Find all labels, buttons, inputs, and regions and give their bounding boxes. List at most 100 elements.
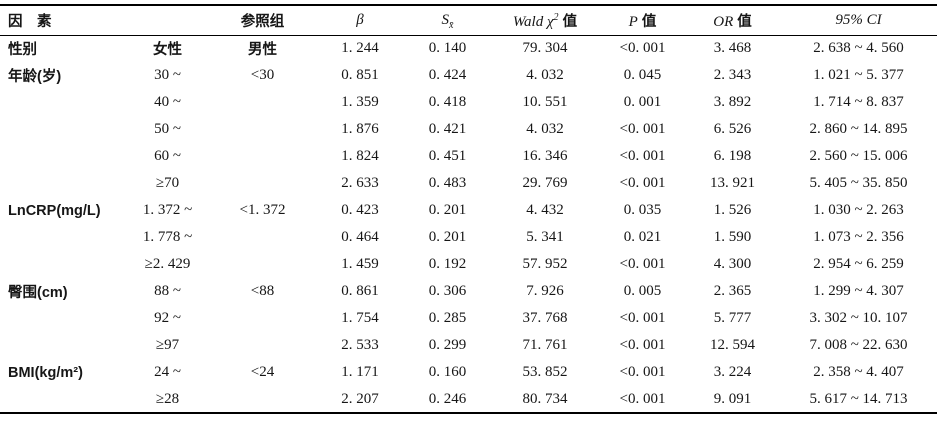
cell-beta: 0. 464	[341, 229, 379, 245]
cell-factor	[0, 305, 125, 332]
cell-reference	[210, 224, 315, 251]
col-header-p: P 值	[600, 5, 685, 36]
cell-ci: 1. 299 ~ 4. 307	[813, 283, 904, 299]
cell-or: 13. 921	[710, 175, 755, 191]
cell-factor: BMI(kg/m²)	[8, 364, 83, 381]
cell-wald: 80. 734	[522, 390, 568, 407]
cell-p: <0. 001	[619, 121, 666, 137]
table-header: 因 素 参照组 β Sx̄ Wald χ2 值 P 值 OR 值 95% CI	[0, 5, 937, 36]
cell-p: <0. 001	[619, 364, 666, 380]
cell-reference	[210, 332, 315, 359]
cell-wald: 5. 341	[526, 229, 564, 245]
cell-p: <0. 001	[619, 175, 666, 191]
cell-ci: 1. 030 ~ 2. 263	[813, 202, 904, 218]
cell-beta: 1. 171	[341, 364, 379, 380]
cell-factor	[0, 116, 125, 143]
wald-header-label: Wald χ	[512, 13, 554, 30]
cell-or: 3. 224	[713, 364, 752, 380]
cell-category: 40 ~	[154, 94, 181, 110]
ci-header-label: 95% CI	[835, 11, 882, 28]
cell-p: <0. 001	[619, 390, 666, 407]
cell-p: <0. 001	[619, 148, 666, 164]
table-row: ≥28 2. 207 0. 246 80. 734 <0. 001 9. 091…	[0, 386, 937, 413]
table-row: 性别 女性 男性 1. 244 0. 140 79. 304 <0. 001 3…	[0, 35, 937, 62]
table-row: 92 ~ 1. 754 0. 285 37. 768 <0. 001 5. 77…	[0, 305, 937, 332]
cell-factor: LnCRP(mg/L)	[8, 202, 101, 219]
cell-reference	[210, 89, 315, 116]
cell-factor	[0, 89, 125, 116]
table-row: ≥97 2. 533 0. 299 71. 761 <0. 001 12. 59…	[0, 332, 937, 359]
cell-p: <0. 001	[619, 337, 666, 353]
col-header-beta: β	[315, 5, 405, 36]
cell-se: 0. 201	[428, 229, 467, 245]
col-header-reference: 参照组	[210, 5, 315, 36]
cell-wald: 53. 852	[522, 364, 568, 380]
table-row: 1. 778 ~ 0. 464 0. 201 5. 341 0. 021 1. …	[0, 224, 937, 251]
cell-factor	[0, 143, 125, 170]
cell-category: ≥70	[155, 175, 180, 191]
cell-p: <0. 001	[619, 256, 666, 272]
cell-se: 0. 140	[428, 40, 467, 57]
cell-wald: 79. 304	[522, 40, 568, 57]
regression-table: 因 素 参照组 β Sx̄ Wald χ2 值 P 值 OR 值 95% CI …	[0, 4, 937, 414]
cell-p: 0. 021	[623, 229, 662, 245]
cell-or: 5. 777	[713, 310, 752, 326]
cell-reference	[210, 170, 315, 197]
cell-category: 50 ~	[154, 121, 181, 137]
table-row: 40 ~ 1. 359 0. 418 10. 551 0. 001 3. 892…	[0, 89, 937, 116]
cell-factor	[0, 332, 125, 359]
cell-ci: 1. 714 ~ 8. 837	[813, 94, 904, 110]
cell-se: 0. 192	[428, 256, 467, 272]
cell-beta: 2. 207	[341, 390, 379, 407]
cell-wald: 7. 926	[526, 283, 564, 299]
or-header-label: OR	[713, 13, 734, 30]
cell-reference: <88	[250, 283, 275, 299]
cell-wald: 16. 346	[522, 148, 568, 164]
cell-or: 1. 526	[713, 202, 752, 218]
cell-se: 0. 306	[428, 283, 467, 299]
cell-category: ≥28	[155, 390, 180, 407]
cell-category: 92 ~	[154, 310, 181, 326]
cell-factor	[0, 170, 125, 197]
cell-reference	[210, 251, 315, 278]
cell-beta: 1. 876	[341, 121, 379, 137]
cell-category: ≥2. 429	[144, 256, 191, 272]
cell-or: 2. 365	[713, 283, 752, 299]
p-header-label: P	[628, 13, 638, 30]
cell-reference: <24	[250, 364, 275, 380]
cell-factor: 性别	[8, 42, 37, 59]
cell-reference: <30	[250, 67, 275, 83]
cell-factor	[0, 224, 125, 251]
cell-ci: 2. 358 ~ 4. 407	[813, 364, 904, 380]
cell-wald: 71. 761	[522, 337, 568, 353]
cell-or: 4. 300	[713, 256, 752, 272]
table-row: 年龄(岁) 30 ~ <30 0. 851 0. 424 4. 032 0. 0…	[0, 62, 937, 89]
cell-wald: 4. 032	[526, 67, 564, 83]
cell-beta: 0. 851	[341, 67, 379, 83]
cell-se: 0. 418	[428, 94, 467, 110]
cell-beta: 1. 359	[341, 94, 379, 110]
cell-se: 0. 421	[428, 121, 467, 137]
cell-se: 0. 451	[428, 148, 467, 164]
cell-category: 1. 778 ~	[142, 229, 193, 245]
col-header-ci: 95% CI	[780, 5, 937, 36]
factor-header-label: 因 素	[8, 13, 52, 30]
cell-se: 0. 424	[428, 67, 467, 83]
cell-reference	[210, 143, 315, 170]
beta-header-label: β	[356, 11, 364, 28]
wald-header-unit: 值	[558, 13, 578, 30]
cell-ci: 1. 021 ~ 5. 377	[813, 67, 904, 83]
table-body: 性别 女性 男性 1. 244 0. 140 79. 304 <0. 001 3…	[0, 35, 937, 413]
reference-header-label: 参照组	[240, 13, 285, 30]
col-header-wald: Wald χ2 值	[490, 5, 600, 36]
cell-or: 12. 594	[710, 337, 755, 353]
cell-p: 0. 045	[623, 67, 662, 83]
cell-p: 0. 001	[623, 94, 662, 110]
cell-ci: 3. 302 ~ 10. 107	[809, 310, 908, 326]
table-row: 50 ~ 1. 876 0. 421 4. 032 <0. 001 6. 526…	[0, 116, 937, 143]
cell-factor	[0, 251, 125, 278]
cell-factor	[0, 386, 125, 413]
cell-category: 30 ~	[154, 67, 181, 83]
or-header-unit: 值	[733, 13, 752, 30]
cell-wald: 4. 032	[526, 121, 564, 137]
